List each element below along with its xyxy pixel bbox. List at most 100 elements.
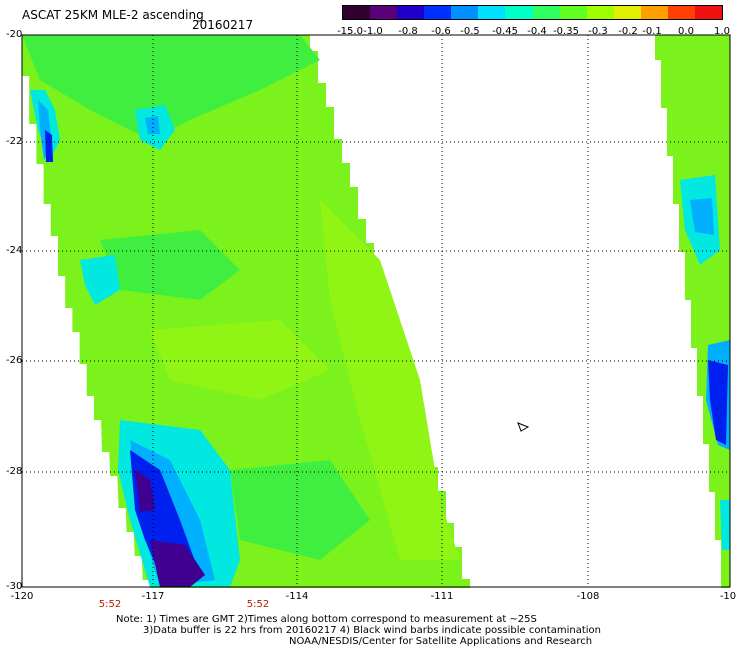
right-swath-row <box>661 91 730 100</box>
main-swath-row <box>43 187 358 196</box>
longitude-label: -111 <box>430 591 454 602</box>
right-swath-row <box>721 555 730 564</box>
main-swath-green-zone <box>100 230 240 300</box>
colorbar-swatch <box>424 6 452 19</box>
product-date: 20160217 <box>192 18 254 32</box>
main-swath-row <box>65 299 390 308</box>
latitude-label: -30 <box>6 581 23 592</box>
right-swath-row <box>673 155 730 164</box>
main-swath-row <box>36 123 335 132</box>
main-swath-row <box>142 571 462 580</box>
right-swath-row <box>691 339 730 348</box>
main-swath-row <box>65 283 382 292</box>
main-swath-row <box>101 427 423 436</box>
colorbar-swatch <box>695 6 723 19</box>
colorbar-swatch <box>397 6 425 19</box>
main-swath-row <box>36 139 343 148</box>
colorbar-tick-label: 0.0 <box>678 26 694 37</box>
colorbar-tick-labels: -15.0 -1.0 -0.8 -0.6 -0.5 -0.45 -0.4 -0.35 -0.3-… <box>330 26 730 38</box>
right-swath-row <box>661 83 730 92</box>
right-swath-row <box>673 171 730 180</box>
right-swath-row <box>655 51 730 60</box>
main-swath-light-zone <box>320 200 460 560</box>
colorbar-tick-label: -0.2 <box>618 26 638 37</box>
colorbar-swatch <box>640 6 668 19</box>
main-swath-row <box>43 179 350 188</box>
right-swath-row <box>667 107 730 116</box>
colorbar-tick-label: -1.0 <box>363 26 383 37</box>
right-swath-row <box>685 267 730 276</box>
main-swath-row <box>58 235 366 244</box>
main-swath-row <box>142 563 462 572</box>
main-swath-row <box>43 163 350 172</box>
right-swath-row <box>691 315 730 324</box>
main-swath-green-zone <box>230 460 370 560</box>
note-line-3: NOAA/NESDIS/Center for Satellite Applica… <box>289 636 593 647</box>
right-swath-row <box>691 323 730 332</box>
main-swath-row <box>101 435 423 444</box>
colorbar-swatch <box>478 6 506 19</box>
colorbar-swatch <box>559 6 587 19</box>
colorbar-tick-label: -0.6 <box>431 26 451 37</box>
main-swath-row <box>50 211 359 220</box>
colorbar-swatch <box>343 6 371 19</box>
colorbar-swatch <box>613 6 641 19</box>
latitude-label: -20 <box>6 29 23 40</box>
island-outline <box>517 422 530 432</box>
main-swath-light-zone <box>150 320 330 400</box>
grid-lines <box>22 35 730 587</box>
latitude-label: -26 <box>6 355 23 366</box>
main-swath-row <box>72 307 391 316</box>
colorbar-swatch <box>532 6 560 19</box>
right-cyan-zone <box>720 500 730 550</box>
right-swath-row <box>715 491 730 500</box>
main-swath-row <box>101 419 422 428</box>
colorbar-tick-label: -15.0 <box>337 26 363 37</box>
right-swath-row <box>667 123 730 132</box>
right-swath-row <box>655 43 730 52</box>
latitude-label: -22 <box>6 136 23 147</box>
main-swath-row <box>94 395 414 404</box>
right-swath-row <box>691 299 730 308</box>
right-swath-row <box>667 147 730 156</box>
right-swath-row <box>685 259 730 268</box>
right-swath-row <box>691 331 730 340</box>
right-swath-row <box>661 99 730 108</box>
main-swath-row <box>142 555 462 564</box>
colorbar-swatch <box>667 6 696 19</box>
colorbar-tick-label: -0.3 <box>588 26 608 37</box>
right-swath-row <box>721 547 730 556</box>
longitude-label: -120 <box>10 591 34 602</box>
right-swath-row <box>661 59 730 68</box>
right-swath-row <box>685 283 730 292</box>
time-label: 5:52 <box>98 599 122 610</box>
main-swath-row <box>72 315 391 324</box>
right-blue-zone <box>690 198 714 235</box>
colorbar-swatch <box>505 6 533 19</box>
right-swath-row <box>709 483 730 492</box>
main-swath-row <box>36 131 335 140</box>
right-blue-zone <box>708 360 728 445</box>
product-title: ASCAT 25KM MLE-2 ascending <box>22 8 204 22</box>
coastal-purple-zone <box>150 540 205 587</box>
map-frame <box>21 34 731 588</box>
right-swath-row <box>721 563 730 572</box>
right-swath-row <box>709 443 730 452</box>
colorbar <box>342 5 723 20</box>
right-swath-row <box>667 115 730 124</box>
main-swath-row <box>36 155 343 164</box>
longitude-label: -114 <box>285 591 309 602</box>
main-swath-green-zone <box>22 35 320 140</box>
main-swath-row <box>50 227 367 236</box>
coastal-purple-zone <box>135 470 155 512</box>
right-swath-row <box>667 131 730 140</box>
longitude-label: -117 <box>141 591 165 602</box>
note-line-2: 3)Data buffer is 22 hrs from 20160217 4)… <box>143 625 601 636</box>
right-swath-row <box>673 163 730 172</box>
colorbar-tick-label: -0.8 <box>398 26 418 37</box>
colorbar-swatch <box>451 6 479 19</box>
main-swath-row <box>94 403 414 412</box>
right-swath-row <box>721 571 730 580</box>
offshore-cyan-zone <box>80 255 120 305</box>
